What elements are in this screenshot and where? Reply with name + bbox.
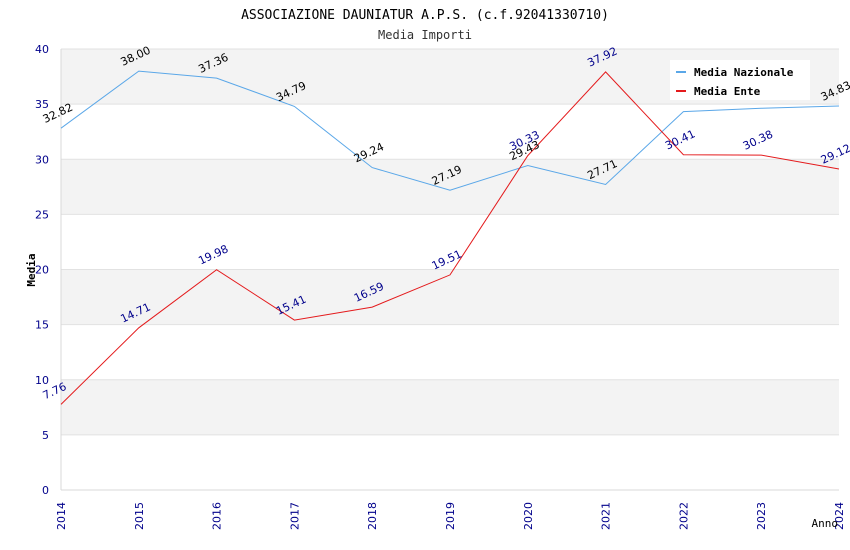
- y-axis-label: Media: [25, 253, 38, 286]
- series-line: [60, 71, 840, 405]
- grid-band: [61, 214, 839, 270]
- grid-band: [61, 269, 839, 325]
- x-tick-label: 2024: [833, 502, 846, 530]
- y-tick-label: 40: [35, 43, 49, 56]
- chart-subtitle: Media Importi: [378, 28, 472, 42]
- y-tick-label: 35: [35, 98, 49, 111]
- grid-band: [61, 434, 839, 490]
- y-tick-label: 20: [35, 264, 49, 277]
- x-tick-label: 2018: [366, 502, 379, 530]
- chart-title: ASSOCIAZIONE DAUNIATUR A.P.S. (c.f.92041…: [241, 8, 609, 23]
- x-tick-label: 2023: [755, 502, 768, 530]
- series-lines: [60, 70, 840, 405]
- grid-band: [61, 104, 839, 160]
- grid-band: [61, 379, 839, 435]
- grid-band: [61, 159, 839, 215]
- series-line: [60, 70, 840, 191]
- x-tick-label: 2022: [677, 502, 690, 530]
- grid-bands: [61, 48, 839, 491]
- legend-label: Media Nazionale: [694, 66, 794, 79]
- grid-band: [61, 324, 839, 380]
- y-tick-label: 30: [35, 153, 49, 166]
- y-tick-label: 15: [35, 319, 49, 332]
- x-tick-label: 2015: [133, 502, 146, 530]
- y-tick-label: 0: [42, 484, 49, 497]
- x-tick-label: 2019: [444, 502, 457, 530]
- x-tick-label: 2014: [55, 502, 68, 530]
- x-tick-label: 2017: [288, 502, 301, 530]
- x-tick-label: 2021: [600, 502, 613, 530]
- x-tick-label: 2016: [211, 502, 224, 530]
- axes: 0 5 10 15 20 25 30 35 40 2014 2015 2016 2017 2018 2019…: [35, 43, 846, 530]
- legend-label: Media Ente: [694, 85, 761, 98]
- x-tick-label: 2020: [522, 502, 535, 530]
- y-tick-label: 5: [42, 429, 49, 442]
- y-tick-label: 25: [35, 208, 49, 221]
- legend: Media Nazionale Media Ente: [670, 60, 810, 100]
- x-axis-label: Anno: [812, 517, 839, 530]
- legend-box: [670, 60, 810, 100]
- y-tick-label: 10: [35, 374, 49, 387]
